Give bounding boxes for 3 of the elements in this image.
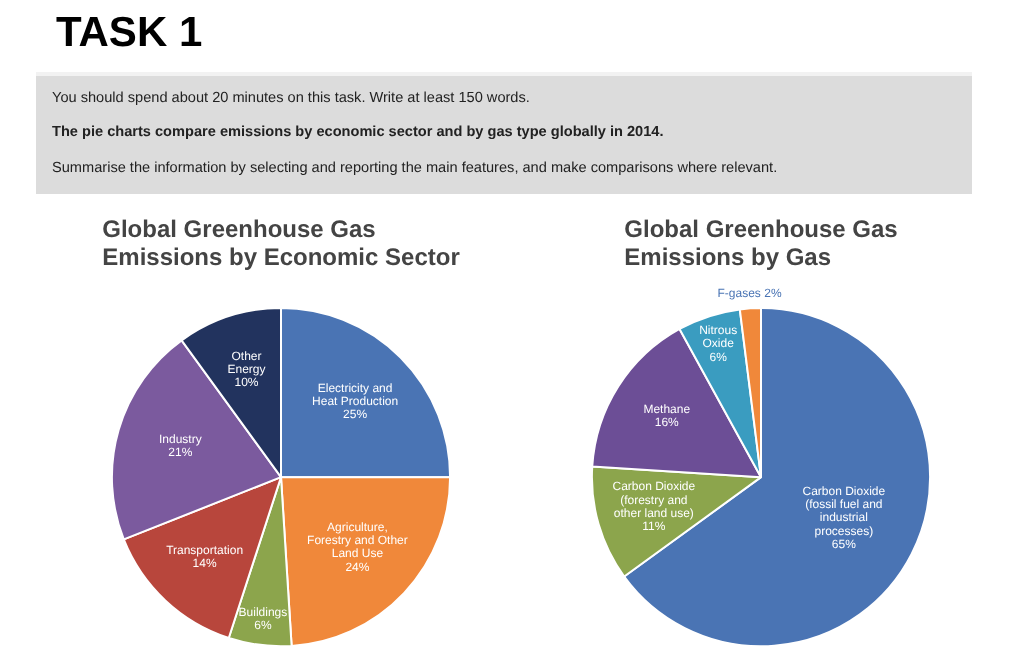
text: TASK 1 [56,8,205,60]
chart-title: Global Greenhouse Gas Emissions by Gas [624,215,899,271]
chart-title: Global Greenhouse Gas Emissions by Economic Sector [102,215,461,271]
